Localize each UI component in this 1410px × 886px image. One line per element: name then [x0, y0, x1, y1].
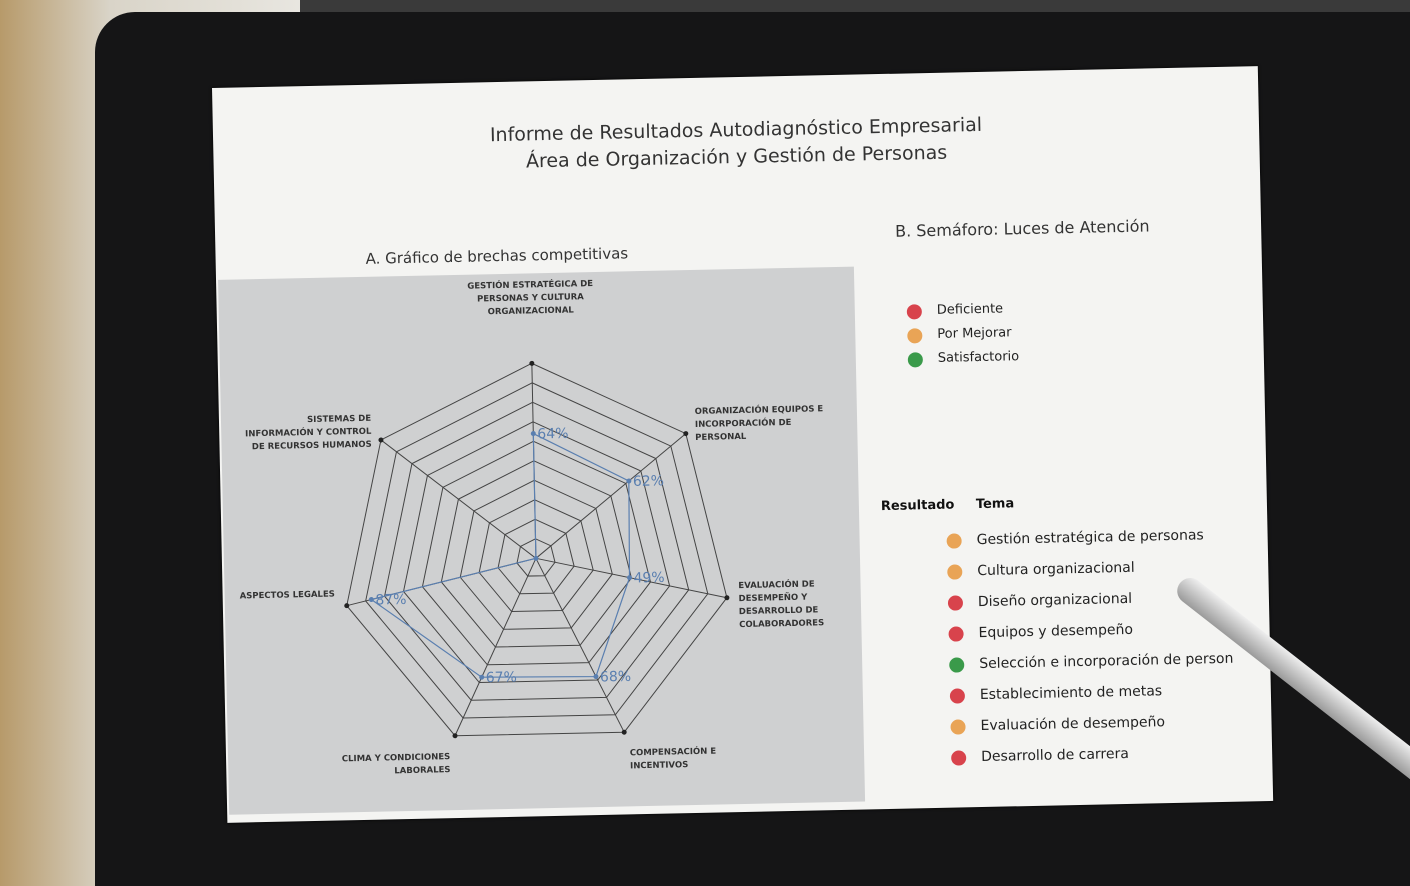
axis-label: ASPECTOS LEGALES	[239, 589, 335, 602]
table-row: Gestión estratégica de personas	[946, 527, 1204, 549]
data-label: 49%	[633, 570, 664, 587]
axis-end	[344, 603, 350, 609]
status-icon	[947, 595, 964, 611]
grid-ring	[421, 440, 652, 666]
grid-ring	[478, 499, 594, 613]
chart-title: A. Gráfico de brechas competitivas	[365, 244, 629, 268]
grid-ring	[346, 362, 728, 737]
axis-spoke	[535, 558, 625, 733]
legend-item: Por Mejorar	[907, 325, 1012, 344]
table-row: Evaluación de desempeño	[950, 714, 1165, 735]
data-point	[368, 597, 374, 603]
status-icon	[906, 304, 922, 320]
grid-ring	[497, 518, 575, 595]
status-icon	[951, 750, 967, 766]
status-icon	[946, 533, 962, 549]
status-icon	[947, 564, 963, 580]
grid-ring	[365, 382, 709, 719]
data-point	[626, 575, 632, 581]
table-row: Establecimiento de metas	[949, 683, 1162, 704]
table-header: Resultado	[880, 497, 955, 515]
legend-item: Deficiente	[906, 301, 1003, 320]
table-row: Selección e incorporación de person	[949, 651, 1234, 673]
semaforo-title: B. Semáforo: Luces de Atención	[894, 216, 1150, 241]
data-point	[593, 674, 599, 680]
table-row: Desarrollo de carrera	[951, 746, 1129, 766]
axis-label: ORGANIZACIÓN EQUIPOS E INCORPORACIÓN DE …	[694, 404, 824, 443]
axis-end	[452, 733, 458, 739]
table-row: Diseño organizacional	[947, 591, 1132, 611]
axis-label: GESTIÓN ESTRATÉGICA DE PERSONAS Y CULTUR…	[467, 279, 594, 318]
legend-item: Satisfactorio	[907, 349, 1019, 368]
data-label: 68%	[600, 669, 631, 686]
axis-end	[378, 437, 384, 443]
grid-ring	[384, 401, 690, 701]
axis-label: CLIMA Y CONDICIONES LABORALES	[341, 751, 451, 776]
data-line	[369, 432, 631, 678]
axis-spoke	[535, 433, 687, 559]
grid-ring	[459, 479, 613, 630]
grid-ring	[402, 421, 671, 684]
data-label: 67%	[486, 669, 517, 686]
data-point	[479, 674, 485, 680]
status-icon	[948, 626, 964, 642]
axis-label: EVALUACIÓN DE DESEMPEÑO Y DESARROLLO DE …	[738, 579, 825, 631]
report-header: Informe de Resultados Autodiagnóstico Em…	[213, 106, 1260, 182]
axis-end	[724, 595, 730, 601]
data-label: 64%	[537, 426, 568, 443]
grid-ring	[440, 460, 632, 648]
chart-panel: 64% 62% 49% 68% 67% 87% GESTIÓN ESTRATÉGICA D…	[218, 266, 866, 815]
data-point	[533, 555, 539, 561]
table-row: Equipos y desempeño	[948, 622, 1133, 642]
status-icon	[949, 688, 966, 704]
axis-end	[683, 431, 689, 437]
status-icon	[907, 328, 923, 344]
axis-end	[621, 729, 627, 735]
axis-end	[529, 360, 535, 366]
data-point	[626, 478, 632, 484]
data-point	[530, 431, 536, 437]
status-icon	[949, 657, 965, 673]
status-icon	[950, 719, 966, 735]
report: Informe de Resultados Autodiagnóstico Em…	[212, 66, 1274, 823]
grid-ring	[516, 538, 556, 577]
table-row: Cultura organizacional	[947, 560, 1135, 580]
status-icon	[907, 352, 924, 368]
radar-chart: 64% 62% 49% 68% 67% 87%	[344, 360, 730, 739]
data-label: 62%	[633, 473, 664, 490]
axis-spoke	[380, 439, 537, 559]
table-header: Tema	[975, 496, 1015, 513]
axis-label: SISTEMAS DE INFORMACIÓN Y CONTROL DE REC…	[245, 413, 372, 453]
data-label: 87%	[375, 592, 406, 609]
axis-label: COMPENSACIÓN E INCENTIVOS	[629, 746, 717, 771]
axis-spoke	[454, 558, 537, 736]
